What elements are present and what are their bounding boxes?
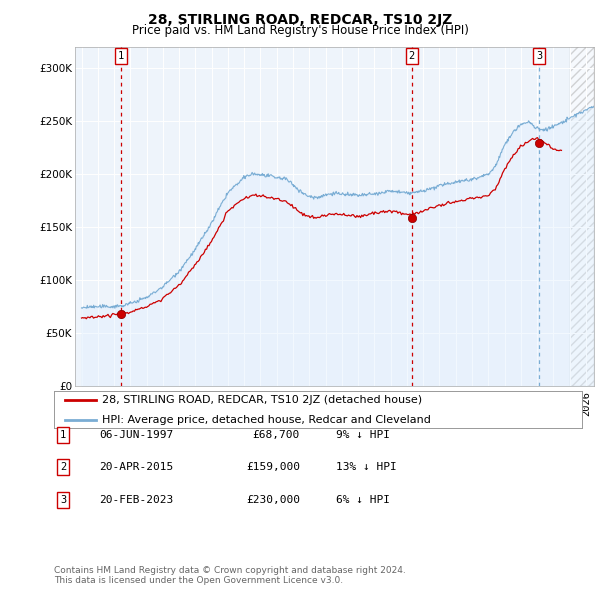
Text: 3: 3 xyxy=(60,495,66,504)
Text: 3: 3 xyxy=(536,51,542,61)
Text: 9% ↓ HPI: 9% ↓ HPI xyxy=(336,430,390,440)
Text: 06-JUN-1997: 06-JUN-1997 xyxy=(99,430,173,440)
Text: 2: 2 xyxy=(409,51,415,61)
Text: 1: 1 xyxy=(60,430,66,440)
Text: 2: 2 xyxy=(60,463,66,472)
Text: £68,700: £68,700 xyxy=(253,430,300,440)
Text: 28, STIRLING ROAD, REDCAR, TS10 2JZ: 28, STIRLING ROAD, REDCAR, TS10 2JZ xyxy=(148,13,452,27)
Text: 6% ↓ HPI: 6% ↓ HPI xyxy=(336,495,390,504)
Text: Price paid vs. HM Land Registry's House Price Index (HPI): Price paid vs. HM Land Registry's House … xyxy=(131,24,469,37)
Text: 20-FEB-2023: 20-FEB-2023 xyxy=(99,495,173,504)
Text: £230,000: £230,000 xyxy=(246,495,300,504)
Text: 1: 1 xyxy=(118,51,124,61)
Text: HPI: Average price, detached house, Redcar and Cleveland: HPI: Average price, detached house, Redc… xyxy=(101,415,430,425)
Text: 20-APR-2015: 20-APR-2015 xyxy=(99,463,173,472)
Text: 13% ↓ HPI: 13% ↓ HPI xyxy=(336,463,397,472)
Text: £159,000: £159,000 xyxy=(246,463,300,472)
Text: Contains HM Land Registry data © Crown copyright and database right 2024.
This d: Contains HM Land Registry data © Crown c… xyxy=(54,566,406,585)
Text: 28, STIRLING ROAD, REDCAR, TS10 2JZ (detached house): 28, STIRLING ROAD, REDCAR, TS10 2JZ (det… xyxy=(101,395,422,405)
